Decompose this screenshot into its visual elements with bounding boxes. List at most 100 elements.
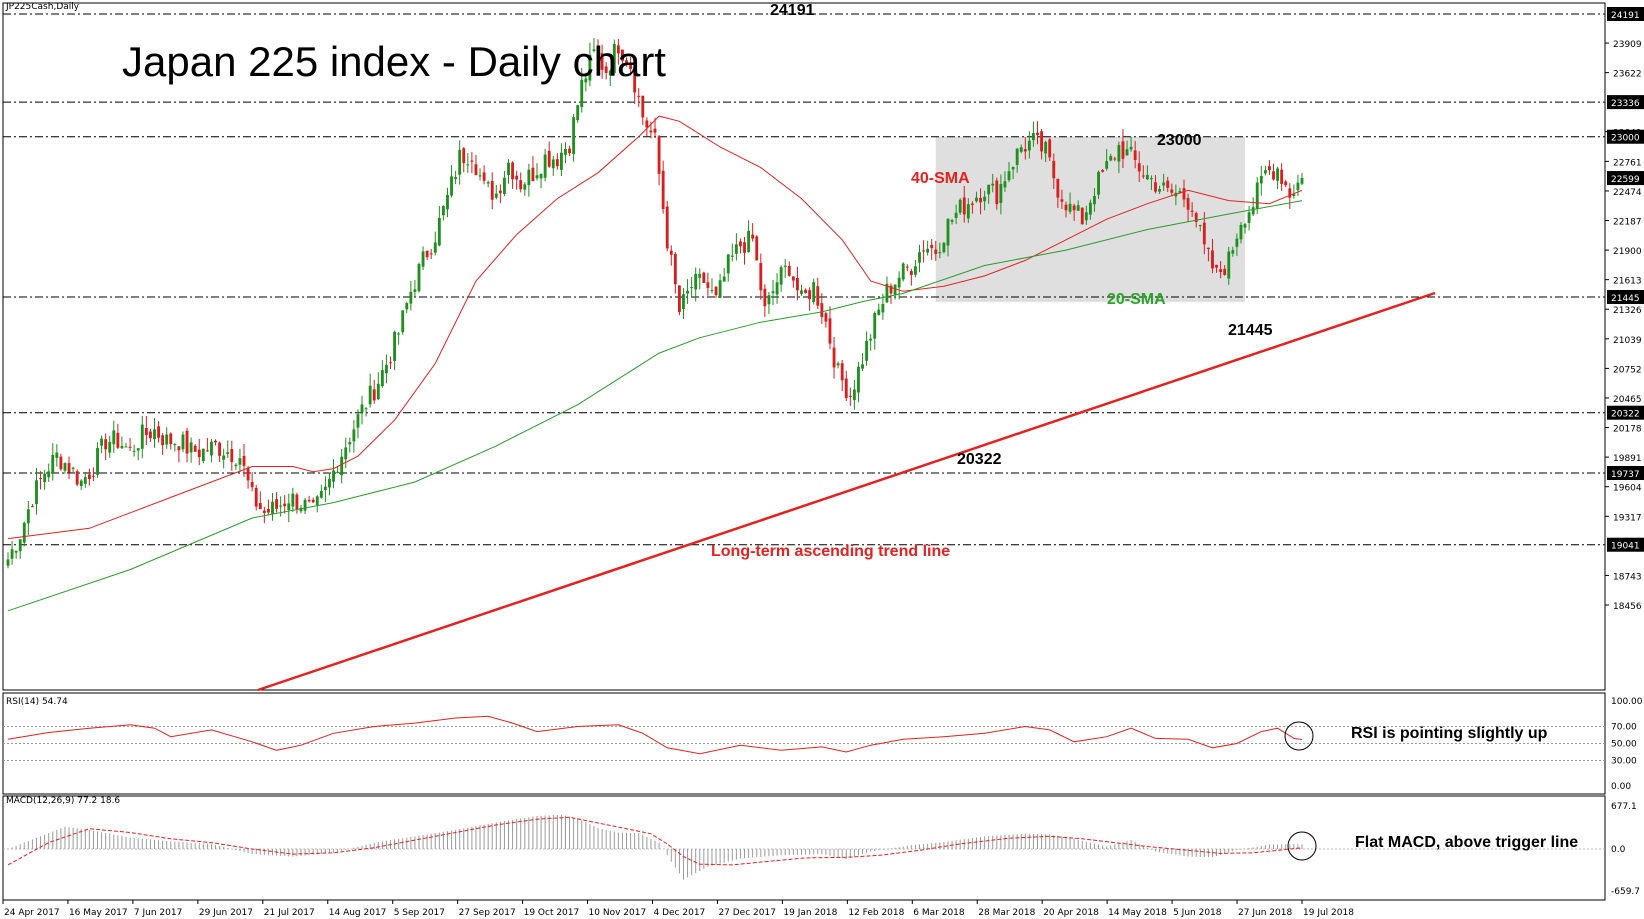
candle-body — [889, 285, 893, 294]
peak-24191-label: 24191 — [770, 2, 815, 19]
candle-body — [840, 363, 844, 381]
candle-body — [1076, 205, 1080, 211]
candle-body — [271, 501, 274, 514]
y-tick-label: 21039 — [1613, 336, 1642, 346]
candle-body — [893, 284, 897, 296]
candle-body — [1235, 238, 1239, 247]
candle-body — [474, 164, 478, 176]
candle-body — [35, 480, 38, 505]
sma40-label: 40-SMA — [911, 170, 970, 187]
candle-body — [144, 428, 148, 436]
candle-body — [641, 95, 645, 118]
candle-body — [747, 230, 751, 253]
candle-body — [1247, 212, 1251, 223]
candle-body — [197, 449, 201, 458]
candle-body — [950, 220, 954, 222]
candle-body — [234, 464, 238, 467]
y-tick-label: 20178 — [1613, 425, 1642, 435]
macd-tick-label: -659.7 — [1611, 887, 1640, 897]
candle-body — [1166, 180, 1170, 188]
candle-body — [739, 241, 742, 247]
candle-body — [767, 295, 771, 305]
candle-body — [201, 448, 205, 462]
candle-body — [1109, 156, 1113, 161]
rsi-tick-label: 0.00 — [1611, 782, 1631, 792]
candle-body — [1182, 188, 1186, 200]
candle-body — [930, 244, 934, 249]
candle-body — [848, 395, 852, 397]
candle-body — [140, 424, 144, 449]
candle-body — [979, 197, 982, 203]
candle-body — [433, 242, 437, 253]
candle-body — [275, 499, 278, 509]
candle-body — [1064, 204, 1068, 211]
candle-body — [914, 266, 917, 275]
candle-body — [576, 105, 580, 121]
candle-body — [87, 474, 91, 479]
candle-body — [734, 244, 738, 254]
y-tick-label: 19041 — [1611, 542, 1640, 552]
candle-body — [441, 206, 445, 216]
candle-body — [657, 136, 661, 174]
candle-body — [942, 242, 946, 253]
y-tick-label: 20322 — [1611, 410, 1640, 420]
candle-body — [165, 434, 169, 445]
candle-body — [503, 177, 506, 194]
candle-body — [938, 252, 942, 254]
candle-body — [669, 250, 673, 255]
candle-body — [1198, 225, 1202, 227]
candle-body — [633, 71, 637, 93]
candle-body — [1227, 251, 1231, 279]
candle-body — [1113, 158, 1117, 160]
candle-body — [470, 160, 474, 162]
candle-body — [214, 440, 217, 443]
candle-body — [59, 456, 63, 470]
price-marker-24191 — [1607, 7, 1644, 21]
candle-body — [1259, 175, 1263, 184]
candle-body — [698, 273, 702, 278]
candle-body — [364, 408, 368, 410]
macd-tick-label: 0.0 — [1611, 845, 1626, 855]
y-tick-label: 23622 — [1613, 70, 1642, 80]
macd-tick-label: 677.1 — [1611, 802, 1637, 812]
y-tick-label: 21326 — [1613, 306, 1642, 316]
candle-body — [1215, 264, 1218, 268]
candle-body — [1015, 148, 1019, 165]
sma-40-line — [7, 115, 1303, 540]
candle-body — [340, 456, 344, 476]
candle-body — [625, 60, 628, 65]
candle-body — [1080, 207, 1084, 225]
candle-body — [344, 447, 348, 460]
candle-body — [10, 549, 14, 559]
x-tick-label: 27 Sep 2017 — [459, 908, 516, 918]
candle-body — [181, 434, 185, 450]
macd-note: Flat MACD, above trigger line — [1355, 834, 1579, 851]
x-tick-label: 20 Apr 2018 — [1043, 908, 1099, 918]
x-tick-label: 21 Jul 2017 — [264, 908, 315, 918]
candle-body — [873, 312, 877, 339]
candle-body — [389, 362, 392, 364]
y-tick-label: 19317 — [1613, 513, 1642, 523]
candle-body — [710, 290, 714, 292]
x-tick-label: 24 Apr 2017 — [4, 908, 60, 918]
candle-body — [588, 54, 592, 81]
symbol-label: JP225Cash,Daily — [6, 2, 80, 12]
candle-body — [1137, 163, 1141, 172]
candle-body — [535, 175, 539, 179]
candle-body — [1206, 247, 1210, 250]
candle-body — [425, 250, 429, 258]
candle-body — [1040, 131, 1043, 152]
candle-body — [958, 199, 962, 213]
candle-body — [360, 404, 364, 413]
candle-body — [1239, 224, 1243, 240]
price-marker-19041 — [1607, 537, 1644, 552]
rsi-note: RSI is pointing slightly up — [1351, 725, 1548, 742]
candle-body — [1011, 166, 1015, 170]
candle-body — [437, 217, 441, 246]
candle-body — [51, 454, 55, 474]
candle-body — [1093, 195, 1096, 205]
rsi-highlight-circle — [1284, 721, 1314, 751]
candle-body — [336, 472, 340, 474]
candle-body — [372, 389, 376, 401]
candle-body — [559, 152, 563, 170]
